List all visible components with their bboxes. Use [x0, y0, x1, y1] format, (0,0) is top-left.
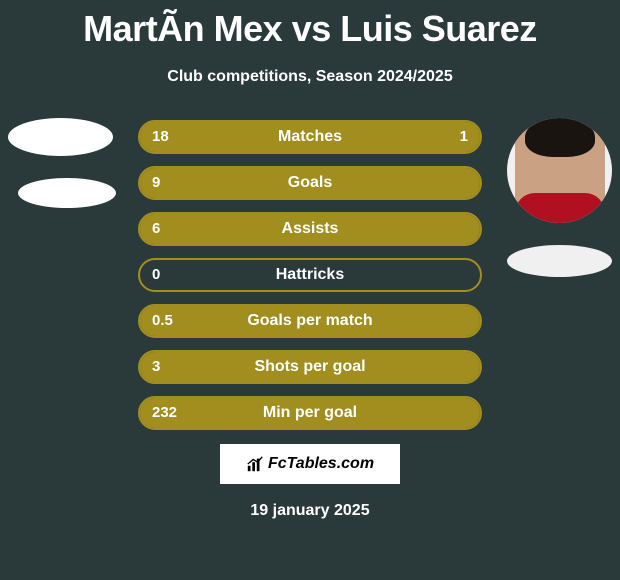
player-right-block	[507, 118, 612, 277]
stat-row: Matches18 1	[138, 120, 482, 154]
comparison-subtitle: Club competitions, Season 2024/2025	[0, 68, 620, 86]
stat-bars: Matches18 1 Goals9 Assists6 Hattricks0 Goals …	[138, 120, 482, 442]
stat-value-left: 0.5	[152, 306, 173, 336]
player-right-flag	[507, 245, 612, 277]
stat-value-left: 18	[152, 122, 169, 152]
stat-label: Min per goal	[140, 398, 480, 428]
player-left-block	[8, 118, 116, 208]
stat-label: Assists	[140, 214, 480, 244]
stat-label: Matches	[140, 122, 480, 152]
stat-value-left: 9	[152, 168, 160, 198]
stat-row: Shots per goal3	[138, 350, 482, 384]
stat-label: Goals	[140, 168, 480, 198]
player-left-avatar	[8, 118, 113, 156]
stat-value-left: 3	[152, 352, 160, 382]
watermark-text: FcTables.com	[268, 455, 374, 473]
player-left-flag	[18, 178, 116, 208]
watermark: FcTables.com	[220, 444, 400, 484]
stat-row: Assists6	[138, 212, 482, 246]
stat-row: Goals per match0.5	[138, 304, 482, 338]
stat-row: Goals9	[138, 166, 482, 200]
snapshot-date: 19 january 2025	[0, 502, 620, 520]
comparison-title: MartÃ­n Mex vs Luis Suarez	[0, 0, 620, 50]
player-right-avatar	[507, 118, 612, 223]
stat-label: Hattricks	[140, 260, 480, 290]
stat-row: Hattricks0	[138, 258, 482, 292]
chart-icon	[246, 455, 264, 473]
stat-value-left: 0	[152, 260, 160, 290]
face-icon	[515, 123, 605, 223]
stat-value-right: 1	[460, 122, 468, 152]
stat-value-left: 6	[152, 214, 160, 244]
stat-label: Goals per match	[140, 306, 480, 336]
stat-value-left: 232	[152, 398, 177, 428]
stat-row: Min per goal232	[138, 396, 482, 430]
stat-label: Shots per goal	[140, 352, 480, 382]
